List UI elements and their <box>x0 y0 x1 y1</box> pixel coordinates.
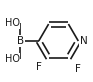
Text: HO: HO <box>5 18 20 28</box>
Text: N: N <box>80 36 88 46</box>
Text: F: F <box>75 64 81 74</box>
Text: HO: HO <box>5 54 20 64</box>
Text: F: F <box>36 62 42 72</box>
Text: B: B <box>17 36 24 46</box>
